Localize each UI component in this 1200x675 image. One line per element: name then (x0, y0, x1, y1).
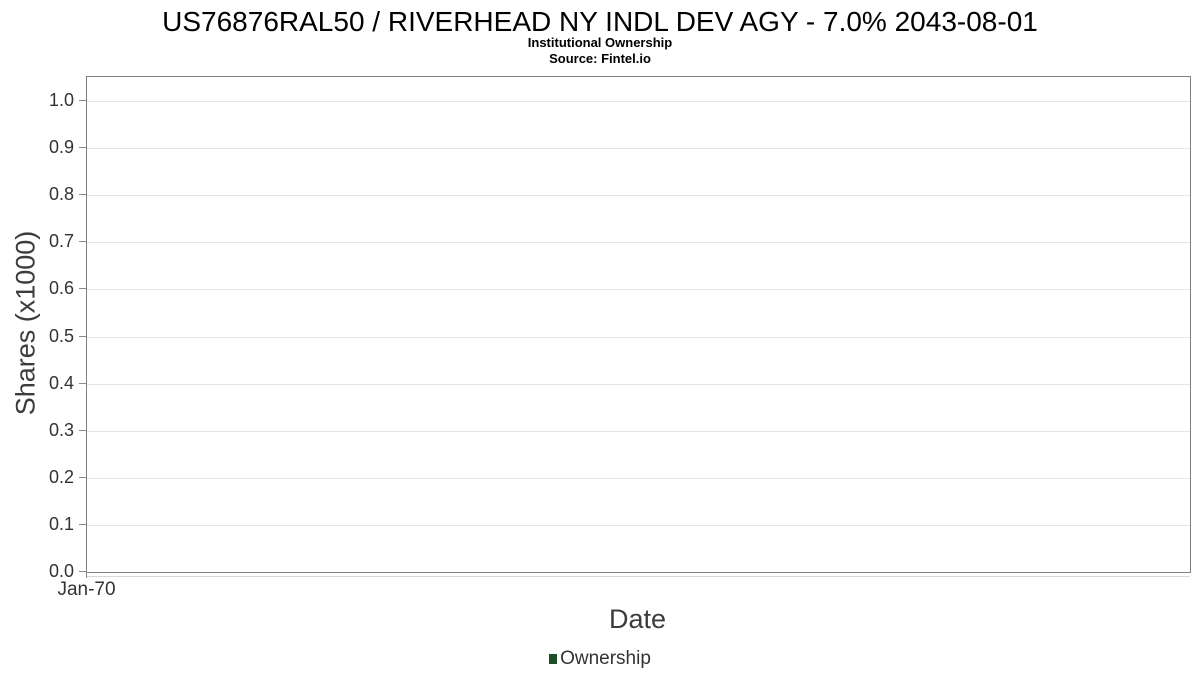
chart-subtitle: Institutional Ownership (527, 35, 673, 50)
y-tick-label: 0.2 (48, 466, 74, 487)
chart-title: US76876RAL50 / RIVERHEAD NY INDL DEV AGY… (162, 6, 1038, 37)
x-axis-title: Date (608, 604, 667, 634)
y-tick-mark (79, 194, 86, 196)
y-tick-label: 0.5 (48, 325, 74, 346)
y-gridline (87, 336, 1190, 338)
y-tick-label: 0.4 (48, 372, 74, 393)
legend-label-ownership[interactable]: Ownership (560, 648, 651, 669)
y-gridline (87, 242, 1190, 244)
y-gridline (87, 195, 1190, 197)
legend: Ownership (0, 645, 1200, 673)
y-tick-label: 0.3 (48, 419, 74, 440)
y-gridline (87, 101, 1190, 102)
x-tick-label: Jan-70 (57, 579, 116, 600)
y-tick-label: 0.8 (48, 184, 74, 205)
y-gridline (87, 148, 1190, 150)
y-gridline (87, 383, 1190, 385)
y-tick-mark (79, 288, 86, 290)
y-tick-mark (79, 382, 86, 384)
y-gridline (87, 477, 1190, 479)
y-tick-mark (79, 523, 86, 525)
legend-item-ownership[interactable]: Ownership (549, 648, 651, 670)
y-tick-label: 0.9 (48, 137, 74, 158)
plot-area (86, 76, 1191, 573)
y-tick-label: 0.6 (48, 278, 74, 299)
y-tick-mark (79, 100, 86, 101)
y-gridline (87, 430, 1190, 432)
x-tick-mark (86, 572, 87, 578)
y-tick-label: 0.7 (48, 231, 74, 252)
chart-source: Source: Fintel.io (549, 51, 651, 66)
y-gridline (87, 524, 1190, 526)
y-tick-mark (79, 476, 86, 478)
y-tick-mark (79, 429, 86, 431)
y-tick-mark (79, 241, 86, 243)
y-tick-label: 1.0 (48, 90, 74, 110)
y-tick-mark (79, 147, 86, 149)
y-tick-label: 0.1 (48, 513, 74, 534)
y-gridline (87, 289, 1190, 291)
y-tick-mark (79, 571, 86, 572)
legend-marker-ownership-icon (549, 654, 558, 664)
y-tick-label: 0.0 (48, 561, 74, 581)
x-axis-baseline (86, 576, 1190, 577)
y-tick-mark (79, 335, 86, 337)
